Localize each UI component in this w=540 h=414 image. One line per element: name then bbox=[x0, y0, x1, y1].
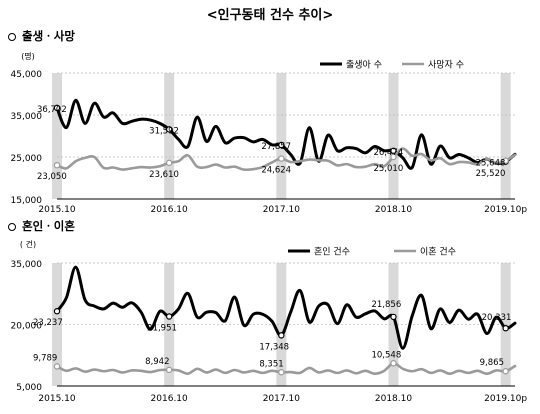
data-label: 27,857 bbox=[261, 142, 291, 152]
circle-bullet-icon bbox=[8, 222, 16, 231]
y-tick-label: 15,000 bbox=[11, 196, 43, 206]
data-point-marker bbox=[390, 313, 397, 321]
data-label: 26,474 bbox=[373, 148, 403, 158]
x-tick-label: 2019.10p bbox=[484, 394, 527, 404]
data-point-marker bbox=[53, 104, 61, 112]
x-tick-label: 2017.10 bbox=[263, 205, 300, 215]
y-tick-label: 5,000 bbox=[16, 383, 42, 393]
data-label: 21,951 bbox=[147, 324, 177, 334]
data-label: 25,010 bbox=[373, 164, 403, 174]
data-label: 23,610 bbox=[149, 170, 179, 180]
data-label: 8,942 bbox=[145, 357, 169, 367]
data-label: 24,624 bbox=[261, 166, 291, 176]
series-line-secondary bbox=[55, 361, 517, 376]
births-deaths-chart: 15,000 25,000 35,000 45,000 (명) 2015.10 2016.1… bbox=[11, 51, 528, 215]
october-band bbox=[388, 73, 399, 199]
data-point-marker bbox=[278, 155, 285, 162]
data-point-marker bbox=[165, 313, 173, 320]
data-label: 8,351 bbox=[259, 359, 283, 369]
data-label: 23,237 bbox=[33, 318, 63, 328]
section-title-marriages-divorces: 혼인ㆍ이혼 bbox=[8, 218, 75, 234]
data-label: 36,702 bbox=[37, 105, 67, 115]
data-point-marker bbox=[502, 368, 509, 375]
data-label: 17,348 bbox=[259, 342, 289, 352]
section-title-text: 혼인ㆍ이혼 bbox=[22, 219, 75, 233]
data-point-marker bbox=[278, 369, 285, 376]
section-title-births-deaths: 출생ㆍ사망 bbox=[8, 28, 75, 44]
data-point-marker bbox=[502, 157, 509, 164]
data-label: 25,520 bbox=[476, 169, 506, 179]
legend-label: 혼인 건수 bbox=[314, 246, 350, 258]
series-line-primary bbox=[55, 265, 517, 350]
data-point-marker bbox=[390, 360, 397, 367]
page-title: <인구동태 건수 추이> bbox=[206, 8, 334, 23]
x-tick-label: 2015.10 bbox=[38, 205, 75, 215]
data-point-marker bbox=[390, 147, 397, 155]
legend-label: 출생아 수 bbox=[346, 60, 382, 71]
data-point-marker bbox=[278, 141, 285, 149]
legend-label: 사망자 수 bbox=[428, 60, 464, 71]
october-band bbox=[276, 73, 287, 199]
x-tick-label: 2017.10 bbox=[263, 394, 300, 404]
y-tick-label: 35,000 bbox=[11, 260, 43, 270]
data-point-marker bbox=[390, 153, 397, 161]
october-band bbox=[500, 73, 511, 199]
data-point-marker bbox=[53, 308, 61, 315]
data-point-marker bbox=[53, 161, 61, 169]
data-point-marker bbox=[502, 324, 509, 332]
data-point-marker bbox=[165, 366, 173, 374]
data-label: 21,856 bbox=[371, 300, 401, 310]
data-point-marker bbox=[165, 159, 173, 167]
legend-label: 이혼 건수 bbox=[420, 246, 456, 258]
series-line-primary bbox=[55, 98, 517, 170]
data-label: 25,648 bbox=[476, 159, 506, 169]
unit-label: ( 건) bbox=[20, 239, 36, 249]
data-point-marker bbox=[278, 332, 285, 339]
x-tick-label: 2019.10p bbox=[484, 205, 527, 215]
data-label: 20,331 bbox=[482, 313, 512, 323]
circle-bullet-icon bbox=[8, 32, 16, 41]
marriages-divorces-chart: 5,000 20,000 35,000 ( 건) 2015.10 2016.10 2017.… bbox=[11, 239, 528, 404]
data-point-marker bbox=[165, 126, 173, 133]
y-tick-label: 20,000 bbox=[11, 322, 43, 332]
section-title-text: 출생ㆍ사망 bbox=[22, 29, 75, 43]
data-label: 31,592 bbox=[149, 126, 179, 136]
october-band bbox=[164, 73, 175, 199]
data-label: 9,789 bbox=[33, 353, 57, 363]
data-point-marker bbox=[53, 363, 61, 370]
data-label: 10,548 bbox=[371, 350, 401, 360]
y-tick-label: 45,000 bbox=[11, 70, 43, 80]
x-tick-label: 2015.10 bbox=[38, 394, 75, 404]
x-tick-label: 2016.10 bbox=[151, 394, 188, 404]
x-tick-label: 2018.10 bbox=[375, 394, 412, 404]
y-tick-label: 25,000 bbox=[11, 154, 43, 164]
x-tick-label: 2018.10 bbox=[375, 205, 412, 215]
data-label: 9,865 bbox=[480, 358, 504, 368]
x-tick-label: 2016.10 bbox=[151, 205, 188, 215]
y-tick-label: 35,000 bbox=[11, 112, 43, 122]
unit-label: (명) bbox=[21, 51, 35, 61]
data-label: 23,050 bbox=[37, 172, 67, 182]
october-band bbox=[52, 73, 62, 199]
series-line-secondary bbox=[55, 147, 517, 172]
